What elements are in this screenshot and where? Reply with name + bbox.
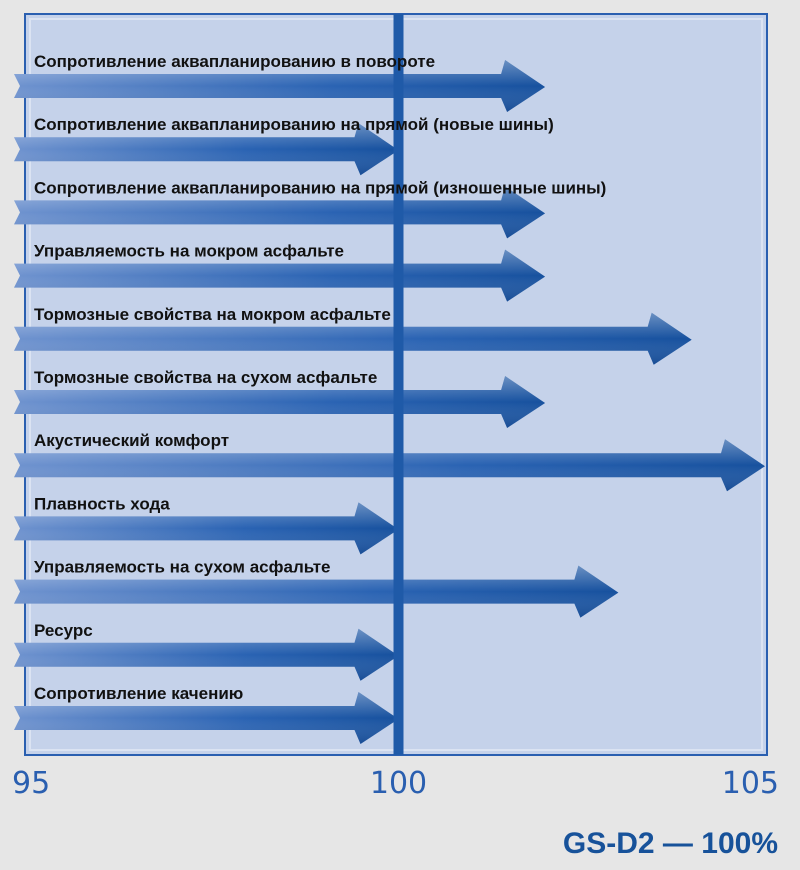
x-tick-label: 105 xyxy=(722,766,779,801)
category-label: Плавность хода xyxy=(34,494,170,513)
reference-line-100 xyxy=(393,14,404,755)
annotation: GS-D2 — 100% xyxy=(563,827,778,860)
category-label: Сопротивление аквапланированию на прямой… xyxy=(34,178,606,197)
x-tick-label: 100 xyxy=(370,766,427,801)
category-label: Управляемость на сухом асфальте xyxy=(34,558,331,577)
category-label: Сопротивление аквапланированию на прямой… xyxy=(34,115,554,134)
bar-arrow-shade xyxy=(14,123,399,176)
category-label: Ресурс xyxy=(34,621,93,640)
category-label: Тормозные свойства на мокром асфальте xyxy=(34,305,391,324)
bar-arrow-shade xyxy=(14,186,546,239)
bar-arrow-shade xyxy=(14,60,546,112)
category-label: Сопротивление аквапланированию в поворот… xyxy=(34,52,435,71)
bar-arrow-shade xyxy=(14,439,765,492)
bar-arrow-shade xyxy=(14,502,399,555)
bar-arrow-shade xyxy=(14,249,546,302)
bar-arrow-shade xyxy=(14,312,692,365)
bar-arrow-shade xyxy=(14,376,546,428)
bar-arrow-shade xyxy=(14,565,619,618)
category-label: Управляемость на мокром асфальте xyxy=(34,242,344,261)
category-label: Акустический комфорт xyxy=(34,431,229,450)
category-label: Сопротивление качению xyxy=(34,684,243,703)
x-tick-label: 95 xyxy=(12,766,50,801)
category-label: Тормозные свойства на сухом асфальте xyxy=(34,368,377,387)
bar-arrow-shade xyxy=(14,692,399,744)
bar-arrow-shade xyxy=(14,628,399,681)
